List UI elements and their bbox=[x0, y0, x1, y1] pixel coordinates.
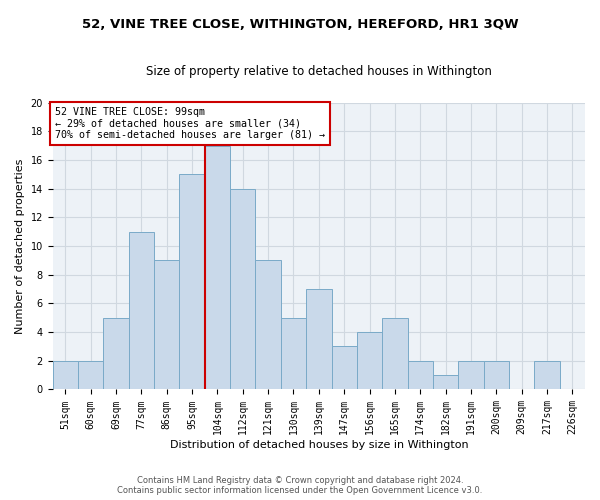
Bar bbox=[154, 260, 179, 390]
X-axis label: Distribution of detached houses by size in Withington: Distribution of detached houses by size … bbox=[170, 440, 468, 450]
Bar bbox=[484, 361, 509, 390]
Bar bbox=[382, 318, 407, 390]
Title: Size of property relative to detached houses in Withington: Size of property relative to detached ho… bbox=[146, 65, 492, 78]
Bar bbox=[53, 361, 78, 390]
Bar bbox=[357, 332, 382, 390]
Bar bbox=[179, 174, 205, 390]
Bar bbox=[458, 361, 484, 390]
Bar bbox=[78, 361, 103, 390]
Bar bbox=[230, 189, 256, 390]
Y-axis label: Number of detached properties: Number of detached properties bbox=[15, 158, 25, 334]
Bar bbox=[256, 260, 281, 390]
Text: 52 VINE TREE CLOSE: 99sqm
← 29% of detached houses are smaller (34)
70% of semi-: 52 VINE TREE CLOSE: 99sqm ← 29% of detac… bbox=[55, 107, 325, 140]
Text: 52, VINE TREE CLOSE, WITHINGTON, HEREFORD, HR1 3QW: 52, VINE TREE CLOSE, WITHINGTON, HEREFOR… bbox=[82, 18, 518, 30]
Bar bbox=[306, 289, 332, 390]
Text: Contains HM Land Registry data © Crown copyright and database right 2024.
Contai: Contains HM Land Registry data © Crown c… bbox=[118, 476, 482, 495]
Bar bbox=[103, 318, 129, 390]
Bar bbox=[535, 361, 560, 390]
Bar bbox=[129, 232, 154, 390]
Bar bbox=[205, 146, 230, 390]
Bar bbox=[433, 375, 458, 390]
Bar bbox=[281, 318, 306, 390]
Bar bbox=[407, 361, 433, 390]
Bar bbox=[332, 346, 357, 390]
